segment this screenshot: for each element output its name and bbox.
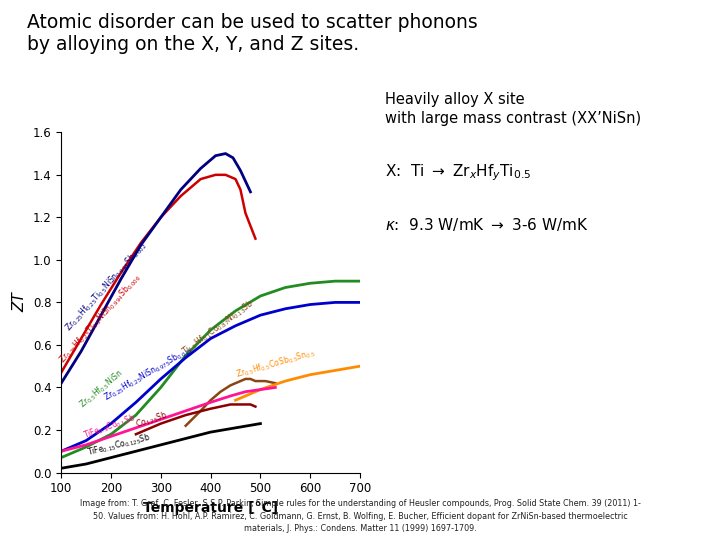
Text: Zr$_{0.25}$Hf$_{0.25}$NiSn$_{0.975}$Sb$_{0.025}$: Zr$_{0.25}$Hf$_{0.25}$NiSn$_{0.975}$Sb$_… bbox=[102, 343, 194, 404]
Text: $\kappa$:  9.3 W/mK $\rightarrow$ 3-6 W/mK: $\kappa$: 9.3 W/mK $\rightarrow$ 3-6 W/m… bbox=[385, 216, 589, 233]
Text: with large mass contrast (XX’NiSn): with large mass contrast (XX’NiSn) bbox=[385, 111, 642, 126]
X-axis label: Temperature [°C]: Temperature [°C] bbox=[143, 501, 278, 515]
Text: 50. Values from: H. Hohl, A.P. Ramirez, C. Goldmann, G. Ernst, B. Wolfing, E. Bu: 50. Values from: H. Hohl, A.P. Ramirez, … bbox=[93, 512, 627, 521]
Text: Zr$_{0.5}$Hf$_{0.5}$NiSn: Zr$_{0.5}$Hf$_{0.5}$NiSn bbox=[77, 367, 126, 411]
Text: TiFe$_{0.15}$Co$_{0.125}$Sb: TiFe$_{0.15}$Co$_{0.125}$Sb bbox=[86, 431, 152, 458]
Text: Atomic disorder can be used to scatter phonons: Atomic disorder can be used to scatter p… bbox=[27, 14, 478, 32]
Text: X:  Ti $\rightarrow$ Zr$_x$Hf$_y$Ti$_{0.5}$: X: Ti $\rightarrow$ Zr$_x$Hf$_y$Ti$_{0.5… bbox=[385, 162, 531, 183]
Text: Zr$_{0.5}$Hf$_{0.5}$CoSb$_{0.5}$Sn$_{0.5}$: Zr$_{0.5}$Hf$_{0.5}$CoSb$_{0.5}$Sn$_{0.5… bbox=[235, 346, 318, 381]
Text: Co$_{1.25}$Sb: Co$_{1.25}$Sb bbox=[135, 409, 170, 431]
Text: Ti$_{1.5}$Hf$_{0.1}$Co$_{0.87}$Ni$_{0.13}$Sb: Ti$_{1.5}$Hf$_{0.1}$Co$_{0.87}$Ni$_{0.13… bbox=[179, 297, 256, 357]
Text: by alloying on the X, Y, and Z sites.: by alloying on the X, Y, and Z sites. bbox=[27, 35, 359, 54]
Text: Heavily alloy X site: Heavily alloy X site bbox=[385, 92, 525, 107]
Text: materials, J. Phys.: Condens. Matter 11 (1999) 1697-1709.: materials, J. Phys.: Condens. Matter 11 … bbox=[243, 524, 477, 534]
Text: Image from: T. Graf, C. Fesler, S.S.P. Parkin, Simple rules for the understandin: Image from: T. Graf, C. Fesler, S.S.P. P… bbox=[80, 500, 640, 509]
Text: TiFe$_{0.9}$Co$_{0.1}$Sb: TiFe$_{0.9}$Co$_{0.1}$Sb bbox=[82, 411, 138, 442]
Y-axis label: ZT: ZT bbox=[12, 293, 27, 312]
Text: Zr$_{0.25}$Hf$_{0.25}$Ti$_{0.5}$NiSn$_{0.994}$Sb$_{0.006}$: Zr$_{0.25}$Hf$_{0.25}$Ti$_{0.5}$NiSn$_{0… bbox=[57, 272, 144, 366]
Text: Zr$_{0.25}$Hf$_{0.25}$Ti$_{0.5}$NiSn$_{0.998}$Sb$_{0.002}$: Zr$_{0.25}$Hf$_{0.25}$Ti$_{0.5}$NiSn$_{0… bbox=[63, 240, 150, 334]
